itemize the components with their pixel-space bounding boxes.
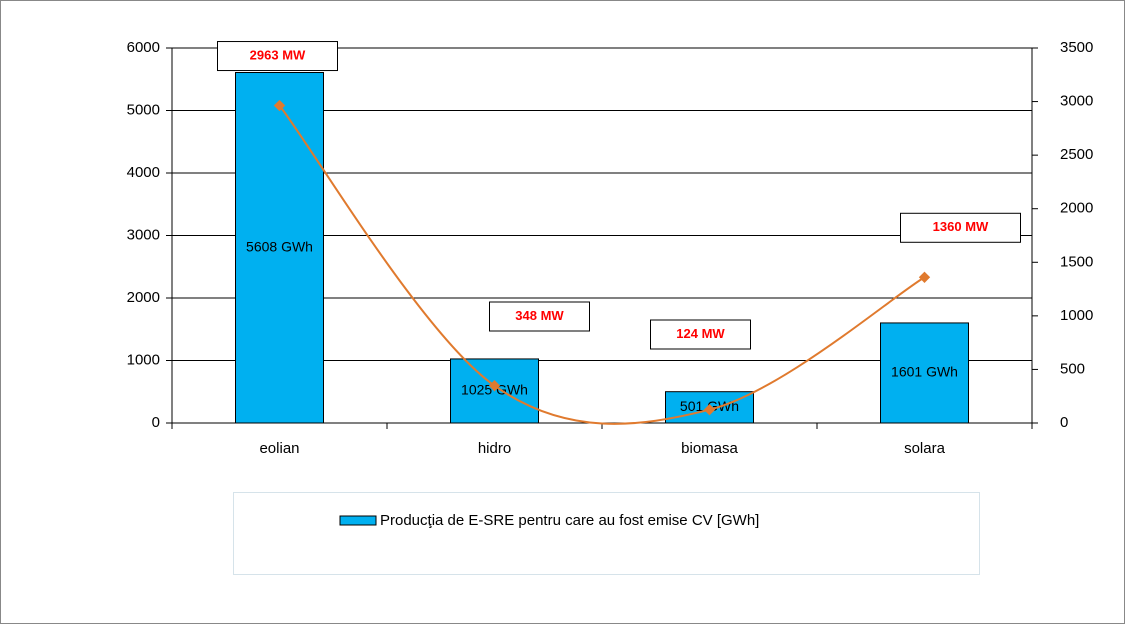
- line-label-box: [900, 212, 1021, 243]
- legend-box: [233, 492, 980, 575]
- line-value-label: 1360 MW: [933, 219, 989, 234]
- y2-tick-label: 1000: [1060, 307, 1093, 324]
- y2-tick-label: 1500: [1060, 253, 1093, 270]
- y-tick-label: 3000: [127, 226, 160, 243]
- line-label-box: [650, 319, 751, 350]
- x-tick-label: solara: [904, 440, 946, 457]
- line-label-box: [489, 301, 590, 332]
- legend-label: Producţia de E-SRE pentru care au fost e…: [380, 512, 759, 529]
- y-tick-label: 2000: [127, 289, 160, 306]
- y2-tick-label: 3000: [1060, 93, 1093, 110]
- line-label-box: [217, 41, 338, 72]
- y2-tick-label: 2000: [1060, 200, 1093, 217]
- y2-tick-label: 2500: [1060, 146, 1093, 163]
- line-marker: [703, 404, 716, 416]
- line: [278, 104, 926, 425]
- line-marker: [918, 271, 931, 283]
- y-tick-label: 4000: [127, 164, 160, 181]
- y2-tick-label: 3500: [1060, 39, 1093, 56]
- y-tick-label: 5000: [127, 101, 160, 118]
- bar: [235, 72, 324, 424]
- bar-value-label: 1601 GWh: [891, 364, 958, 380]
- line-value-label: 348 MW: [515, 308, 564, 323]
- y2-tick-label: 0: [1060, 414, 1068, 431]
- x-tick-label: biomasa: [681, 440, 738, 457]
- bar-value-label: 5608 GWh: [246, 238, 313, 254]
- y-tick-label: 6000: [127, 39, 160, 56]
- x-tick-label: eolian: [259, 440, 299, 457]
- x-tick-label: hidro: [478, 440, 511, 457]
- line-value-label: 124 MW: [676, 326, 725, 341]
- legend-swatch: [339, 515, 377, 526]
- y-tick-label: 1000: [127, 351, 160, 368]
- line-value-label: 2963 MW: [250, 47, 306, 62]
- y-tick-label: 0: [152, 414, 160, 431]
- y2-tick-label: 500: [1060, 360, 1085, 377]
- bar: [880, 322, 969, 424]
- line-marker: [488, 380, 501, 392]
